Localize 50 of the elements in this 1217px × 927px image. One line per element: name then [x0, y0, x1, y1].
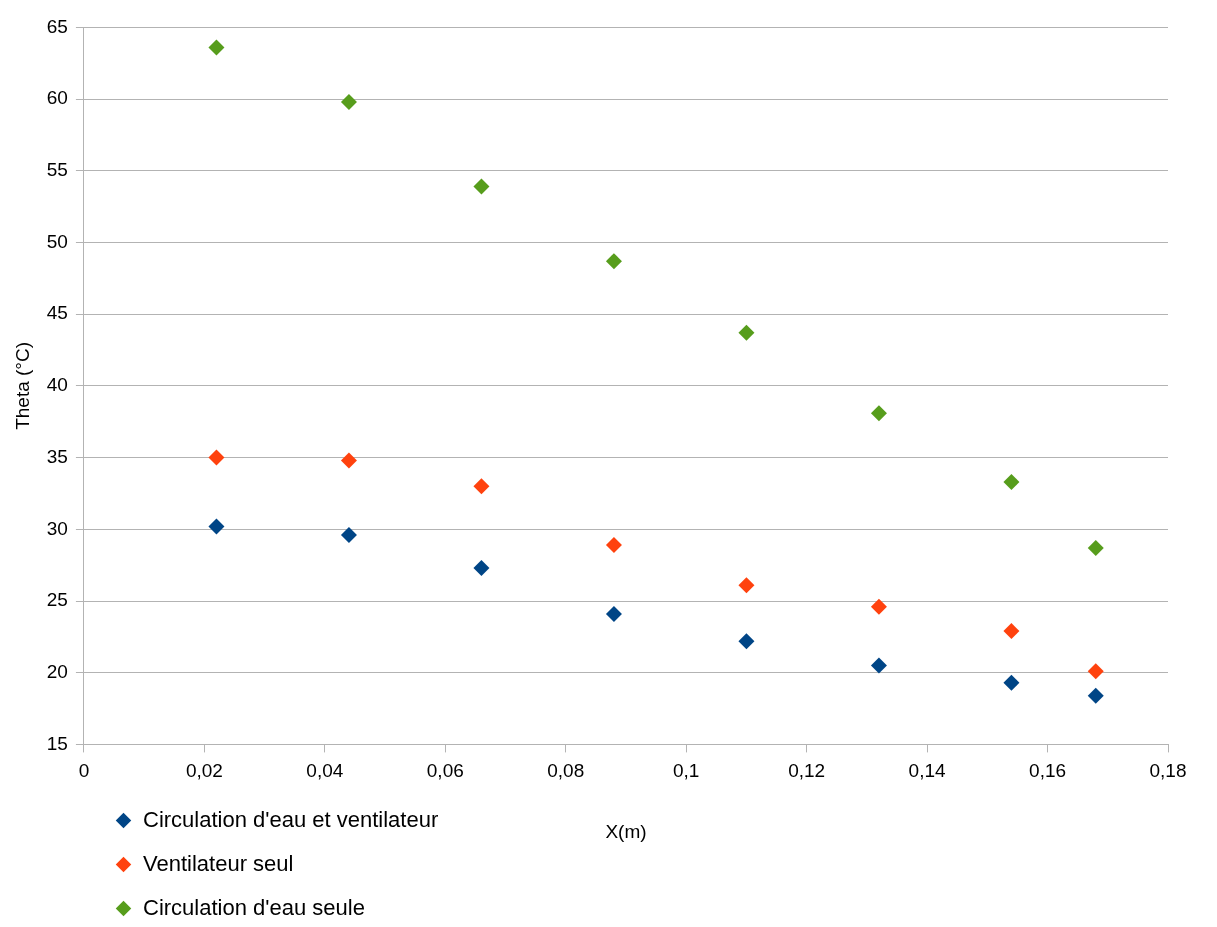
point — [340, 93, 357, 110]
point — [1003, 623, 1020, 640]
point — [605, 605, 622, 622]
x-tick-label: 0 — [78, 760, 90, 782]
point — [738, 633, 755, 650]
point — [1003, 674, 1020, 691]
point — [738, 324, 755, 341]
x-tick-label: 0,14 — [908, 760, 947, 782]
point — [208, 518, 225, 535]
point — [870, 405, 887, 422]
x-tick-label: 0,06 — [426, 760, 464, 782]
point — [208, 39, 225, 56]
y-tick-label: 50 — [46, 230, 68, 252]
point — [473, 178, 490, 195]
point — [1003, 473, 1020, 490]
x-tick-label: 0,08 — [547, 760, 585, 782]
x-axis-title: X(m) — [605, 820, 647, 842]
y-tick-label: 65 — [46, 15, 68, 37]
point — [1087, 539, 1104, 556]
point — [605, 253, 622, 270]
point — [473, 478, 490, 495]
x-tick-label: 0,12 — [788, 760, 826, 782]
y-tick-label: 35 — [46, 445, 68, 467]
point — [1087, 687, 1104, 704]
y-axis-title: Theta (°C) — [11, 341, 33, 430]
x-tick-label: 0,04 — [306, 760, 344, 782]
point — [340, 527, 357, 544]
x-tick-label: 0,02 — [185, 760, 223, 782]
point — [870, 598, 887, 615]
y-tick-label: 40 — [46, 374, 68, 396]
y-tick-label: 55 — [46, 159, 68, 181]
y-tick-label: 20 — [46, 660, 68, 682]
y-tick-label: 30 — [46, 517, 68, 539]
legend-label: Ventilateur seul — [143, 851, 294, 877]
y-tick-label: 15 — [46, 732, 68, 754]
y-tick-label: 45 — [46, 302, 68, 324]
y-tick-label: 60 — [46, 87, 68, 109]
point — [870, 657, 887, 674]
point — [1087, 663, 1104, 680]
point — [605, 537, 622, 554]
point — [208, 449, 225, 466]
point — [340, 452, 357, 469]
x-tick-label: 0,1 — [672, 760, 700, 782]
x-tick-label: 0,16 — [1029, 760, 1067, 782]
legend-label: Circulation d'eau et ventilateur — [143, 807, 439, 833]
point — [738, 577, 755, 594]
legend-label: Circulation d'eau seule — [143, 895, 365, 921]
y-tick-label: 25 — [46, 589, 68, 611]
x-tick-label: 0,18 — [1149, 760, 1187, 782]
point — [473, 560, 490, 577]
